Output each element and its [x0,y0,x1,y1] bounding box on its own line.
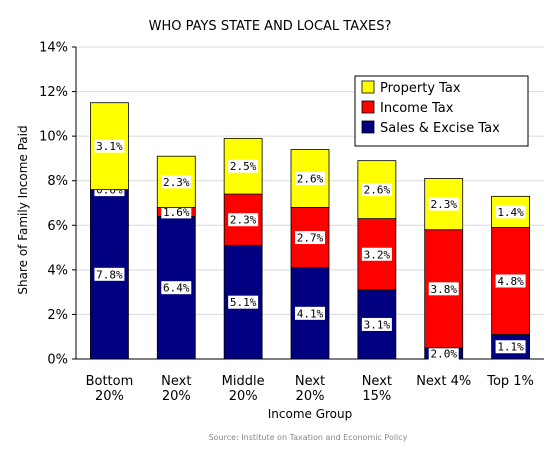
x-tick-label: 20% [229,389,258,404]
data-label: 3.1% [96,140,123,153]
legend-entry: Property Tax [380,81,461,96]
data-label-box [228,295,259,309]
x-axis-label: Income Group [268,407,353,421]
data-label: 1.6% [163,206,190,219]
data-label-box [428,282,459,296]
data-label: 2.3% [163,176,190,189]
data-label: 2.3% [230,214,257,227]
data-label: 7.8% [96,268,123,281]
x-tick-label: Middle [222,374,265,389]
x-tick-label: Bottom [86,374,134,389]
data-label: 2.7% [297,232,324,245]
y-tick-label: 0% [47,353,68,368]
x-tick-label: Next [362,374,392,389]
data-label-box [228,213,259,227]
data-label-box [361,183,392,197]
x-tick-label: Top 1% [486,374,534,389]
data-label: 4.8% [497,275,524,288]
legend-swatch [361,100,375,114]
data-label-box [161,175,192,189]
data-label: 2.3% [430,198,457,211]
x-tick-label: 15% [362,389,391,404]
data-label: 3.1% [364,318,391,331]
y-tick-label: 4% [47,263,68,278]
data-label-box [94,267,125,281]
x-tick-label: Next [161,374,191,389]
data-label: 4.1% [297,307,324,320]
data-label: 2.6% [364,184,391,197]
data-label: 3.8% [430,283,457,296]
legend-box [354,75,529,147]
x-tick-label: 20% [296,389,325,404]
x-tick-label: Next 4% [416,374,471,389]
data-label: 2.5% [230,160,257,173]
y-tick-label: 14% [39,41,68,56]
data-label-box [361,317,392,331]
x-tick-label: 20% [162,389,191,404]
y-tick-label: 8% [47,174,68,189]
data-label-box [495,274,526,288]
data-label-box [495,340,526,354]
data-label-box [228,159,259,173]
data-label: 1.4% [497,206,524,219]
y-tick-label: 6% [47,219,68,234]
data-label: 3.2% [364,248,391,261]
legend-entry: Sales & Excise Tax [380,121,500,136]
legend-swatch [361,80,375,94]
data-label: 1.1% [497,341,524,354]
legend: Property Tax Income Tax Sales & Excise Tax [354,75,529,147]
chart-title: WHO PAYS STATE AND LOCAL TAXES? [149,19,392,34]
data-label: 5.1% [230,296,257,309]
legend-swatch [361,120,375,134]
data-label-box [295,306,325,320]
source-note: Source: Institute on Taxation and Econom… [209,433,408,442]
data-label: 6.4% [163,282,190,295]
x-tick-label: 20% [95,389,124,404]
data-label-box [161,205,192,219]
legend-entry: Income Tax [380,101,454,116]
y-tick-label: 2% [47,308,68,323]
data-label-box [428,197,459,211]
data-label: 2.0% [430,347,457,360]
y-tick-label: 12% [39,85,68,100]
data-label-box [161,281,192,295]
data-label-box [361,247,392,261]
data-label-box [295,171,325,185]
y-tick-label: 10% [39,130,68,145]
data-label-box [495,205,526,219]
data-label-box [94,139,125,153]
data-label: 2.6% [297,172,324,185]
y-axis-label: Share of Family Income Paid [16,125,30,294]
x-tick-label: Next [295,374,325,389]
data-label-box [428,346,459,360]
data-label-box [295,231,325,245]
